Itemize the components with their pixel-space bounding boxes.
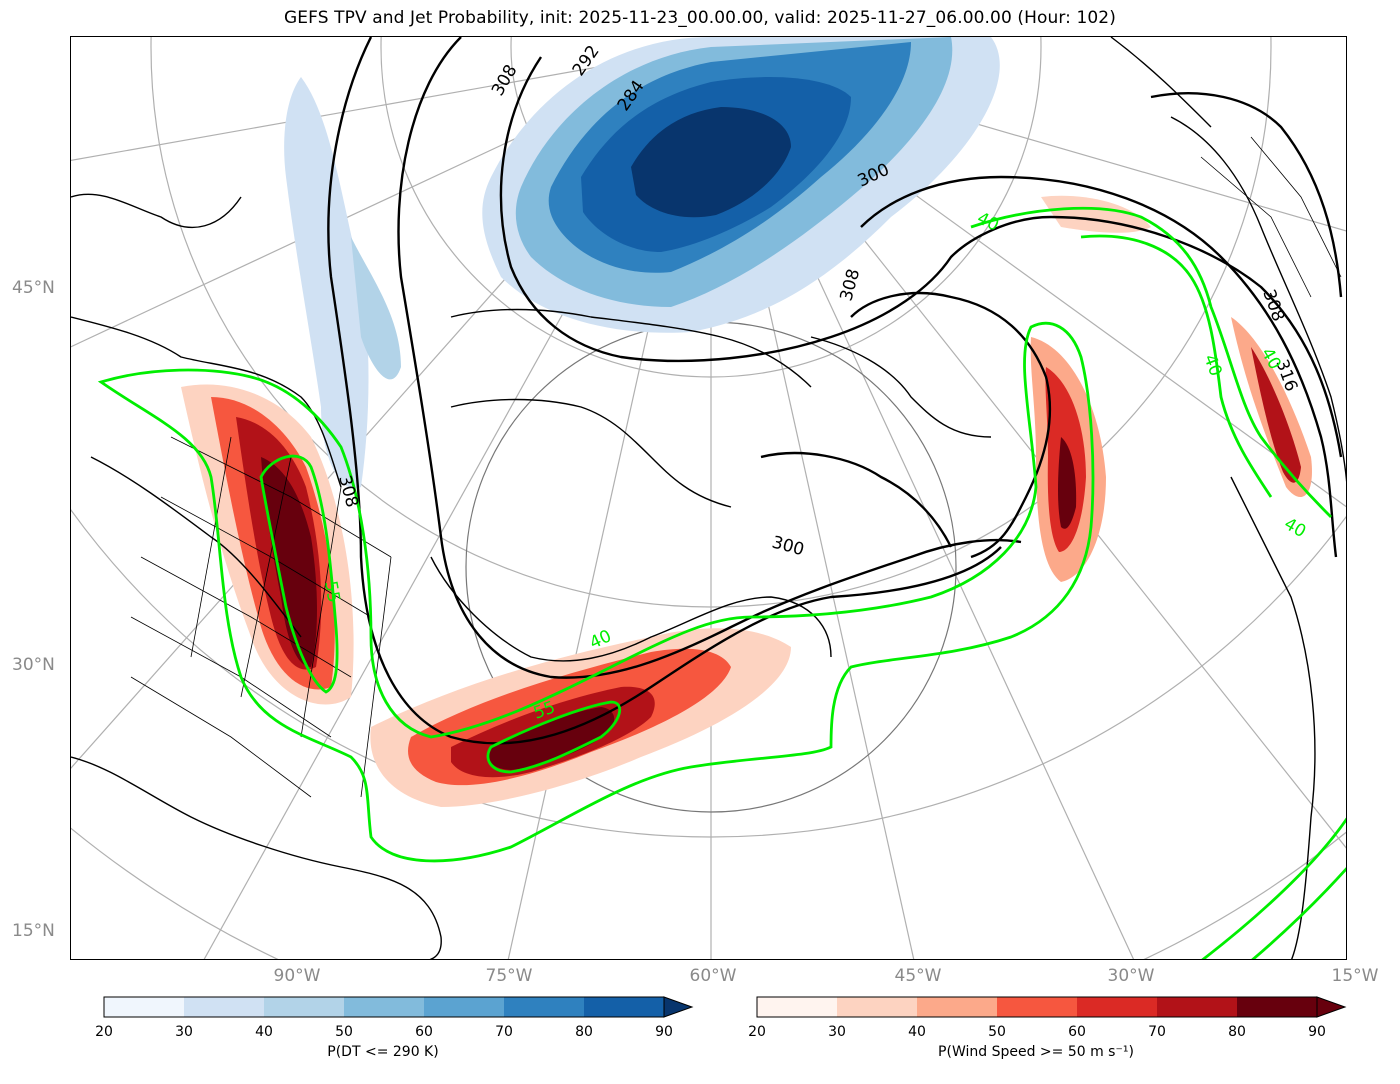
colorbar-segment (504, 997, 584, 1017)
theta-label: 308 (837, 267, 865, 304)
jet-colorbar-ticks: 20 30 40 50 60 70 80 90 (748, 1024, 1356, 1044)
colorbar-segment (424, 997, 504, 1017)
map-canvas: 308 292 284 300 308 300 308 308 316 40 4… (71, 37, 1346, 959)
colorbar-segment (757, 997, 837, 1017)
colorbar-tick-label: 50 (335, 1024, 353, 1040)
colorbar-tick-label: 60 (415, 1024, 433, 1040)
coastlines (71, 37, 1346, 959)
colorbar-segment (1077, 997, 1157, 1017)
jet-colorbar-label: P(Wind Speed >= 50 m s⁻¹) (938, 1044, 1134, 1060)
lat-label-30n: 30°N (12, 655, 55, 675)
colorbar-tick-label: 70 (495, 1024, 513, 1040)
jet-colorbar-swatches (756, 996, 1347, 1018)
lon-label-30w: 30°W (1107, 966, 1155, 986)
colorbar-tick-label: 40 (908, 1024, 926, 1040)
colorbar-segment (1157, 997, 1237, 1017)
jet-label: 40 (1199, 352, 1225, 379)
colorbar-tick-label: 90 (1308, 1024, 1326, 1040)
lon-label-45w: 45°W (894, 966, 942, 986)
colorbar-tick-label: 40 (255, 1024, 273, 1040)
tpv-colorbar: 20 30 40 50 60 70 80 90 P(DT <= 290 K) (95, 996, 703, 1076)
colorbar-segment (264, 997, 344, 1017)
jet-label: 55 (320, 579, 343, 604)
theta-label: 308 (1258, 287, 1288, 324)
colorbar-segment (1237, 997, 1317, 1017)
figure-title: GEFS TPV and Jet Probability, init: 2025… (284, 8, 1116, 28)
jet-contours (97, 206, 1346, 959)
theta-contours (327, 37, 1343, 745)
colorbar-segment (837, 997, 917, 1017)
colorbar-tick-label: 80 (575, 1024, 593, 1040)
tpv-colorbar-swatches (103, 996, 694, 1018)
tpv-probability-fill (284, 37, 1000, 489)
colorbar-segment (584, 997, 664, 1017)
jet-label: 40 (974, 208, 1002, 235)
lon-label-75w: 75°W (485, 966, 533, 986)
colorbar-outline (756, 996, 1318, 1018)
jet-colorbar: 20 30 40 50 60 70 80 90 P(Wind Speed >= 50 m s⁻… (748, 996, 1356, 1076)
colorbar-segment (184, 997, 264, 1017)
colorbar-segment (997, 997, 1077, 1017)
lon-label-90w: 90°W (273, 966, 321, 986)
colorbar-outline (103, 996, 665, 1018)
tpv-colorbar-ticks: 20 30 40 50 60 70 80 90 (95, 1024, 703, 1044)
tpv-colorbar-label: P(DT <= 290 K) (327, 1044, 439, 1060)
colorbar-segment (917, 997, 997, 1017)
colorbar-tick-label: 50 (988, 1024, 1006, 1040)
colorbar-tick-label: 90 (655, 1024, 673, 1040)
colorbar-tick-label: 30 (828, 1024, 846, 1040)
state-borders (130, 136, 1342, 798)
colorbar-tick-label: 30 (175, 1024, 193, 1040)
jet-label: 40 (1281, 514, 1310, 542)
colorbar-tick-label: 60 (1068, 1024, 1086, 1040)
lon-label-15w: 15°W (1331, 966, 1379, 986)
colorbar-tick-label: 70 (1148, 1024, 1166, 1040)
theta-label: 300 (770, 533, 807, 561)
lon-label-60w: 60°W (689, 966, 737, 986)
colorbar-tick-label: 20 (95, 1024, 113, 1040)
colorbar-segment (104, 997, 184, 1017)
colorbar-tick-label: 80 (1228, 1024, 1246, 1040)
colorbar-tick-label: 20 (748, 1024, 766, 1040)
colorbar-extend-arrow (1316, 996, 1347, 1018)
colorbar-extend-arrow (663, 996, 694, 1018)
colorbar-segment (344, 997, 424, 1017)
lat-label-45n: 45°N (12, 278, 55, 298)
map-panel: 308 292 284 300 308 300 308 308 316 40 4… (70, 36, 1347, 960)
lat-label-15n: 15°N (12, 921, 55, 941)
